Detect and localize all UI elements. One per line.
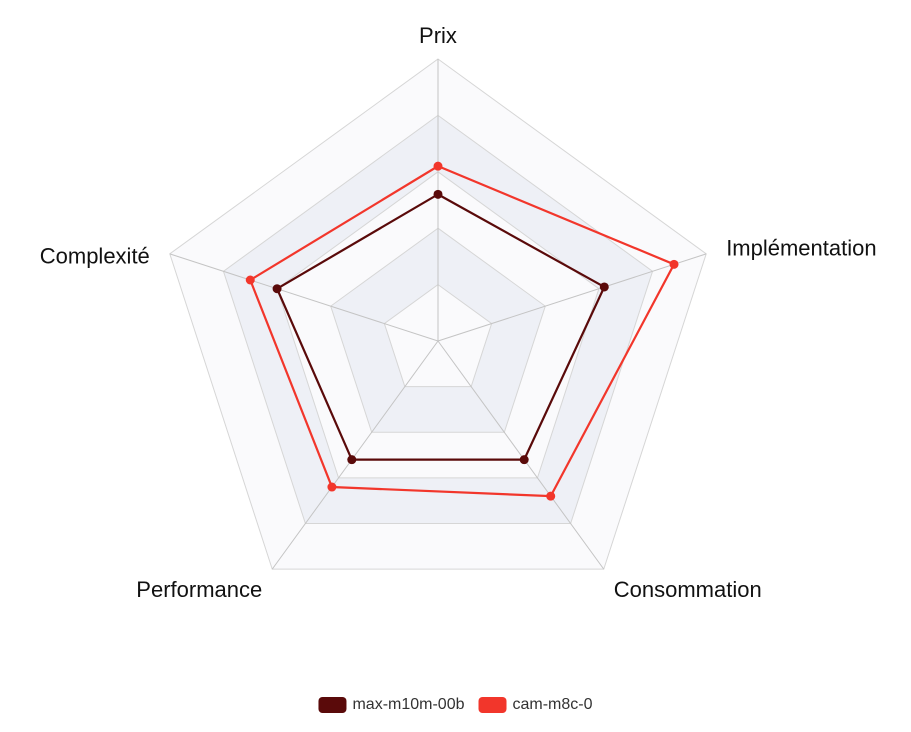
series-line-1 <box>248 164 676 498</box>
axis-line-3 <box>271 340 439 570</box>
series-0-point-2 <box>519 455 529 465</box>
axis-label-1: Implémentation <box>726 236 876 261</box>
series-0-point-4 <box>272 284 282 294</box>
series-1-point-0 <box>433 161 443 171</box>
legend-swatch-0 <box>318 697 347 713</box>
series-1-point-3 <box>327 482 337 492</box>
series-1-point-1 <box>669 259 679 269</box>
legend: max-m10m-00b cam-m8c-0 <box>318 696 593 713</box>
series-line-0 <box>275 193 606 461</box>
series-1-point-4 <box>245 275 255 285</box>
legend-label-1: cam-m8c-0 <box>513 696 593 713</box>
series-0-point-0 <box>433 189 443 199</box>
series-0-point-1 <box>599 282 609 292</box>
axis-labels: Prix Implémentation Consommation Performanc… <box>40 23 877 602</box>
axis-line-1 <box>437 253 707 342</box>
axis-label-3: Performance <box>136 577 262 602</box>
series-0-point-3 <box>347 455 357 465</box>
axis-label-0: Prix <box>419 23 457 48</box>
axis-label-2: Consommation <box>614 577 762 602</box>
axis-label-4: Complexité <box>40 244 150 269</box>
radar-series <box>245 161 679 501</box>
axis-line-4 <box>169 253 439 342</box>
radar-axes <box>169 59 707 570</box>
series-1-point-2 <box>546 491 556 501</box>
legend-label-0: max-m10m-00b <box>352 696 464 713</box>
legend-swatch-1 <box>478 697 507 713</box>
axis-line-2 <box>437 340 605 570</box>
